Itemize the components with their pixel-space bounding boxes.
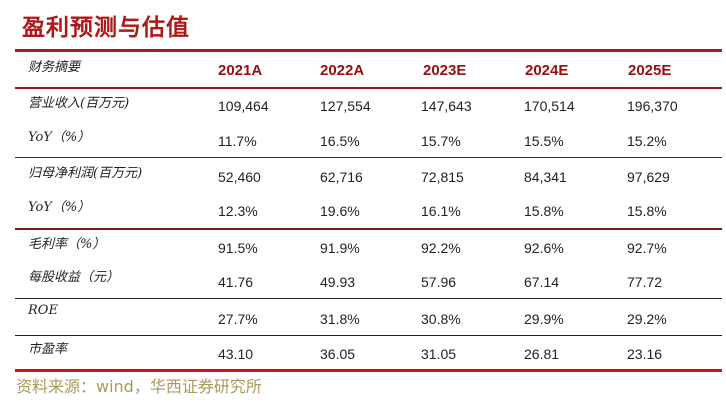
- row-label: 市盈率: [28, 342, 68, 357]
- cell-value: 31.8%: [320, 311, 360, 327]
- cell-value: 30.8%: [421, 311, 461, 327]
- cell-value: 15.7%: [421, 133, 461, 149]
- bottom-rule: [15, 369, 722, 372]
- cell-value: 92.2%: [421, 240, 461, 256]
- row-label: 归母净利润(百万元): [28, 166, 143, 181]
- cell-value: 62,716: [320, 169, 363, 185]
- cell-value: 147,643: [421, 98, 472, 114]
- cell-value: 170,514: [524, 98, 575, 114]
- cell-value: 29.2%: [627, 311, 667, 327]
- cell-value: 72,815: [421, 169, 464, 185]
- row-label: YoY（%）: [28, 130, 91, 145]
- cell-value: 15.2%: [627, 133, 667, 149]
- cell-value: 127,554: [320, 98, 371, 114]
- source-note: 资料来源：wind，华西证券研究所: [16, 377, 262, 396]
- cell-value: 15.8%: [627, 203, 667, 219]
- cell-value: 77.72: [627, 274, 663, 290]
- cell-value: 19.6%: [320, 203, 360, 219]
- divider: [15, 228, 722, 230]
- cell-value: 109,464: [218, 98, 269, 114]
- cell-value: 11.7%: [218, 133, 257, 149]
- cell-value: 43.10: [218, 346, 254, 362]
- cell-value: 31.05: [421, 346, 457, 362]
- cell-value: 91.5%: [218, 240, 258, 256]
- cell-value: 12.3%: [218, 203, 258, 219]
- header-label: 财务摘要: [28, 60, 81, 75]
- cell-value: 16.1%: [421, 203, 461, 219]
- divider: [15, 335, 722, 336]
- top-rule: [15, 49, 722, 52]
- divider: [15, 298, 722, 299]
- cell-value: 41.76: [218, 274, 254, 290]
- page-title: 盈利预测与估值: [22, 14, 190, 41]
- cell-value: 23.16: [627, 346, 663, 362]
- cell-value: 92.6%: [524, 240, 564, 256]
- cell-value: 57.96: [421, 274, 457, 290]
- column-header: 2022A: [320, 62, 365, 79]
- cell-value: 67.14: [524, 274, 560, 290]
- row-label: 每股收益（元）: [28, 270, 120, 285]
- header-rule: [15, 87, 722, 89]
- cell-value: 49.93: [320, 274, 356, 290]
- cell-value: 27.7%: [218, 311, 258, 327]
- column-header: 2021A: [218, 62, 263, 79]
- row-label: 营业收入(百万元): [28, 96, 130, 111]
- divider: [15, 157, 722, 158]
- cell-value: 97,629: [627, 169, 670, 185]
- row-label: 毛利率（%）: [28, 237, 106, 252]
- cell-value: 91.9%: [320, 240, 360, 256]
- cell-value: 29.9%: [524, 311, 564, 327]
- cell-value: 15.8%: [524, 203, 564, 219]
- cell-value: 16.5%: [320, 133, 360, 149]
- cell-value: 36.05: [320, 346, 356, 362]
- row-label: ROE: [28, 303, 58, 318]
- cell-value: 196,370: [627, 98, 678, 114]
- cell-value: 26.81: [524, 346, 560, 362]
- column-header: 2023E: [423, 62, 467, 79]
- cell-value: 52,460: [218, 169, 261, 185]
- column-header: 2024E: [525, 62, 569, 79]
- cell-value: 84,341: [524, 169, 567, 185]
- cell-value: 15.5%: [524, 133, 564, 149]
- cell-value: 92.7%: [627, 240, 667, 256]
- row-label: YoY（%）: [28, 200, 91, 215]
- column-header: 2025E: [628, 62, 672, 79]
